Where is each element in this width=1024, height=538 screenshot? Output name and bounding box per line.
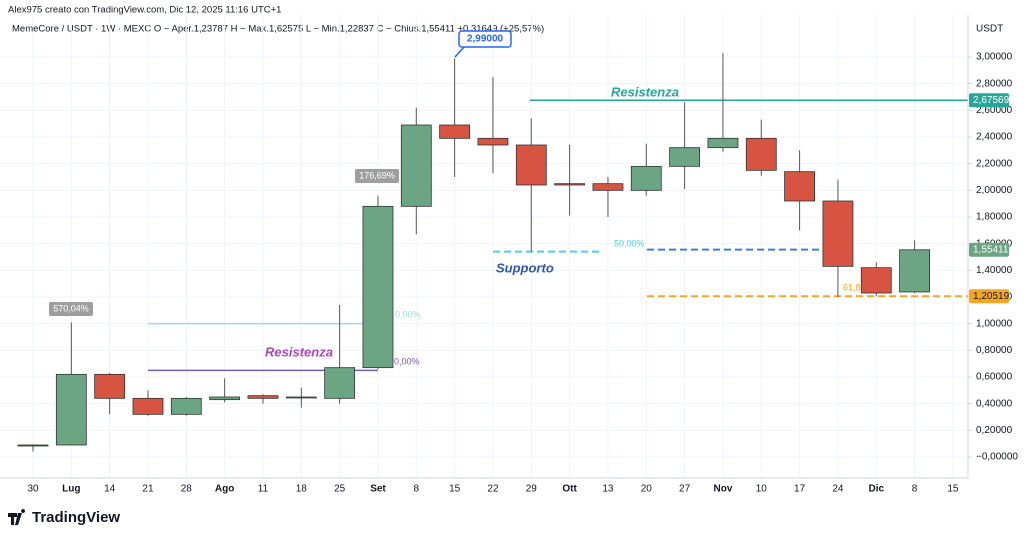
x-tick-label: 21 [142,484,154,495]
y-tick-label: 2,20000 [976,158,1013,169]
x-tick-label: 18 [296,484,308,495]
x-tick-label: Dic [868,484,884,495]
candle-body [132,397,164,415]
x-tick-label: Set [370,484,386,495]
candle-body [592,183,624,191]
candle-body [285,396,317,399]
price-tag-label: 2,67569 [973,95,1010,106]
annotation: 0,00% [395,309,421,319]
x-tick-label: Nov [713,484,732,495]
x-tick-label: 15 [449,484,461,495]
candle-body [439,124,471,139]
candle-body [669,147,701,167]
x-tick-label: 22 [487,484,499,495]
x-tick-label: 30 [27,484,39,495]
percent-badge-label: 570,04% [53,303,89,313]
x-tick-label: 13 [602,484,614,495]
price-tag [969,289,1009,304]
candle-body [170,397,202,415]
percent-badge [355,169,399,183]
x-tick-label: 10 [756,484,768,495]
y-tick-label: 1,00000 [976,318,1013,329]
x-tick-label: 11 [258,484,269,495]
header-ohlc: MemeCore / USDT · 1W · MEXC O ~ Aper.1,2… [12,24,544,35]
y-tick-label: 2,00000 [976,185,1013,196]
candle-body [554,183,586,186]
candle-body [400,124,432,207]
brand-name: TradingView [32,509,120,526]
x-tick-label: 28 [181,484,193,495]
brand-logo [8,509,26,525]
price-tag [969,242,1009,257]
candle-body [745,137,777,171]
y-tick-label: 3,00000 [976,52,1013,63]
callout-label: 2,99000 [467,34,504,45]
candle-body [784,171,815,202]
candle-body [899,249,930,293]
callout-box [458,30,512,48]
annotation: Resistenza [265,344,333,359]
candle-body [94,373,126,399]
y-tick-label: 0,60000 [976,372,1013,383]
price-tag [969,93,1009,108]
candle-body [860,267,892,294]
x-tick-label: Lug [62,484,80,495]
x-tick-label: 20 [641,484,653,495]
candle-body [17,444,49,447]
grid [0,15,968,478]
candle-body [55,373,87,446]
candle-body [362,205,394,369]
plot [17,53,968,452]
y-tick-label: 2,60000 [976,105,1013,116]
y-tick-label: 1,40000 [976,265,1013,276]
callout-pointer [454,45,466,58]
x-tick-label: 8 [414,484,420,495]
x-tick-label: 24 [832,484,844,495]
x-tick-label: 14 [104,484,116,495]
candle-body [822,200,854,267]
candle-body [707,137,739,149]
y-tick-label: 2,80000 [976,78,1013,89]
y-tick-label: 0,80000 [976,345,1013,356]
annotation: 61,8 [843,282,861,292]
percent-badge-label: 176,69% [359,170,395,180]
price-tag-label: 1,55411 [973,244,1009,255]
x-tick-label: Ott [562,484,577,495]
price-tag-label: 1,20519 [973,291,1010,302]
x-tick-label: 17 [794,484,806,495]
candle-body [515,144,547,186]
y-tick-label: 1,80000 [976,212,1013,223]
annotation: Supporto [496,260,554,275]
x-tick-label: 15 [947,484,959,495]
candle-body [477,137,509,146]
candle-body [247,395,279,399]
candle-body [209,396,241,401]
y-tick-label: 0,20000 [976,425,1013,436]
y-tick-label: 2,40000 [976,132,1013,143]
candle-body [630,165,662,191]
header-credit: Alex975 creato con TradingView.com, Dic … [8,5,281,16]
annotation: 50,00% [614,238,645,248]
x-tick-label: 25 [334,484,346,495]
candle-body [324,367,356,399]
y-tick-label: −0,00000 [976,452,1018,463]
x-tick-label: 8 [912,484,918,495]
percent-badge [49,302,93,316]
y-axis-title: USDT [976,24,1003,35]
annotation: Resistenza [611,84,679,99]
x-tick-label: 27 [679,484,691,495]
annotation: 0,00% [394,356,420,366]
x-tick-label: Ago [215,484,234,495]
y-tick-label: 0,40000 [976,398,1013,409]
x-tick-label: 29 [526,484,538,495]
